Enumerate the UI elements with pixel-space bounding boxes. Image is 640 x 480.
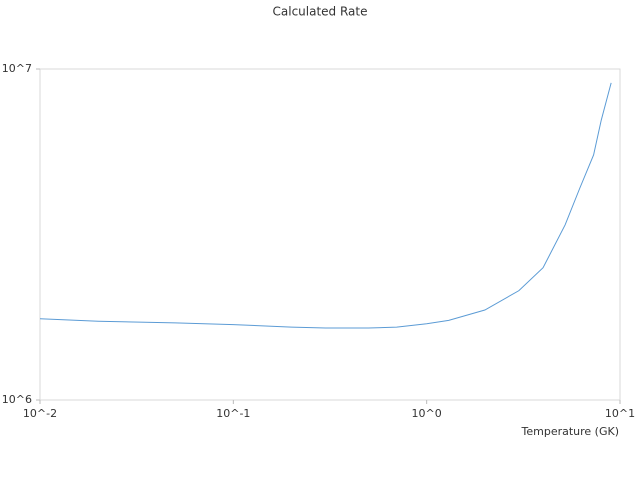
data-line	[39, 82, 612, 329]
y-tick-label: 10^7	[2, 62, 32, 75]
x-tick-label: 10^1	[605, 407, 635, 420]
x-tick-label: 10^-1	[216, 407, 250, 420]
y-tick-label: 10^6	[2, 393, 32, 406]
x-tick-label: 10^-2	[23, 407, 57, 420]
plot-frame	[39, 68, 621, 401]
chart-title: Calculated Rate	[273, 5, 368, 19]
x-tick-label: 10^0	[412, 407, 442, 420]
x-axis-label: Temperature (GK)	[521, 425, 620, 438]
